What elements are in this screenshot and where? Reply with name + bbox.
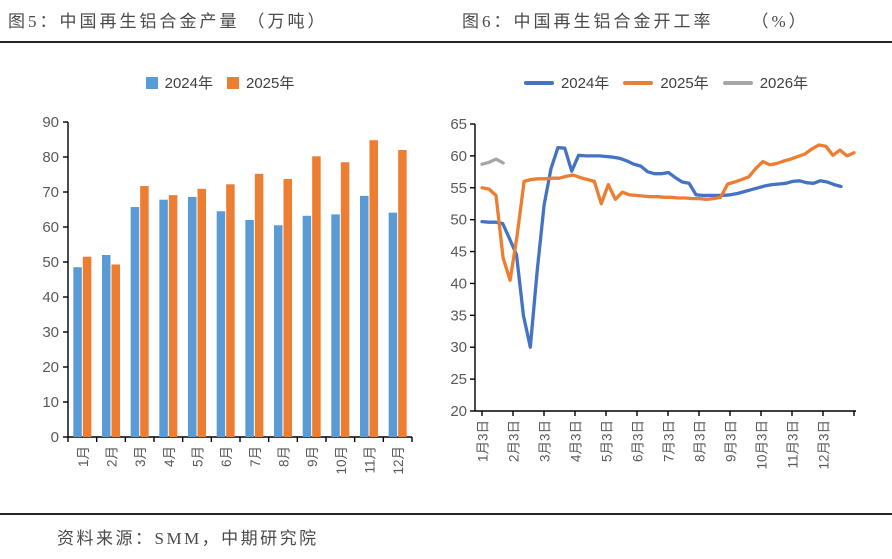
svg-text:8月: 8月	[277, 446, 292, 467]
svg-text:1月3日: 1月3日	[476, 420, 491, 462]
fig6-x-axis-labels: 1月3日 2月3日 3月3日 4月3日 5月3日 6月3日 7月3日 8月3日 9月3日 10月3…	[476, 420, 832, 470]
fig6-title: 图6：中国再生铝合金开工率 （%）	[462, 7, 809, 32]
fig6-legend-label-2026: 2026年	[759, 75, 809, 92]
svg-text:4月3日: 4月3日	[569, 420, 584, 462]
svg-text:5月: 5月	[191, 446, 206, 467]
svg-text:65: 65	[450, 116, 467, 133]
svg-text:7月: 7月	[248, 446, 263, 467]
svg-text:6月: 6月	[219, 446, 234, 467]
svg-text:50: 50	[42, 254, 59, 271]
fig6-legend-item-2025: 2025年	[623, 72, 709, 93]
svg-text:2月3日: 2月3日	[507, 420, 522, 462]
fig5-bar-chart-svg: 0 10 20 30 40 50 60 70 80 90 1月 2月 3月 4月 5月 6月 7月 8月 9月 10月…	[42, 114, 413, 475]
svg-text:25: 25	[450, 371, 467, 388]
fig5-bar-chart: 0 10 20 30 40 50 60 70 80 90 1月 2月 3月 4月 5月 6月 7月 8月 9月 10月…	[0, 60, 440, 510]
svg-text:10月: 10月	[334, 446, 349, 475]
fig6-legend-label-2025: 2025年	[660, 75, 709, 92]
svg-text:80: 80	[42, 149, 59, 166]
fig5-legend-item-2025: 2025年	[227, 72, 294, 93]
fig5-unit: （万吨）	[247, 12, 328, 31]
svg-text:9月: 9月	[305, 446, 320, 467]
fig5-title: 图5：中国再生铝合金产量 （万吨）	[8, 7, 328, 32]
fig6-legend-item-2024: 2024年	[523, 72, 610, 93]
fig5-y-axis-labels: 0 10 20 30 40 50 60 70 80 90	[42, 114, 59, 446]
svg-text:20: 20	[42, 359, 59, 376]
fig6-legend-item-2026: 2026年	[722, 72, 809, 93]
fig5-legend-item-2024: 2024年	[145, 72, 213, 93]
svg-text:11月3日: 11月3日	[786, 420, 801, 469]
fig5-legend-label-2025: 2025年	[246, 75, 295, 92]
svg-text:45: 45	[450, 244, 467, 261]
svg-text:5月3日: 5月3日	[600, 420, 615, 462]
fig5-legend-label-2024: 2024年	[164, 75, 213, 92]
fig5-legend-swatch-2024	[145, 76, 158, 89]
svg-text:35: 35	[450, 307, 467, 324]
fig5-legend: 2024年 2025年	[0, 72, 440, 93]
svg-text:0: 0	[51, 429, 59, 446]
fig5-bar-series-2024年	[73, 195, 398, 437]
fig6-title-text: 图6：中国再生铝合金开工率	[462, 12, 714, 31]
svg-text:4月: 4月	[162, 446, 177, 467]
svg-text:6月3日: 6月3日	[631, 420, 646, 462]
header-divider	[0, 41, 892, 43]
fig6-legend-label-2024: 2024年	[560, 75, 610, 92]
fig5-x-axis-labels: 1月 2月 3月 4月 5月 6月 7月 8月 9月 10月 11月 12月	[76, 446, 406, 475]
svg-text:3月: 3月	[133, 446, 148, 467]
fig6-unit: （%）	[751, 12, 809, 31]
svg-text:12月: 12月	[391, 446, 406, 475]
svg-text:8月3日: 8月3日	[693, 420, 708, 462]
fig5-legend-swatch-2025	[227, 76, 239, 89]
svg-text:60: 60	[450, 148, 467, 165]
svg-text:12月3日: 12月3日	[817, 420, 832, 470]
svg-text:10: 10	[42, 394, 59, 411]
fig6-line-chart: 20 25 30 35 40 45 50 55 60 65 1月3日 2月3日 3月3日 4月3日 5月3日…	[440, 60, 892, 510]
fig5-title-text: 图5：中国再生铝合金产量	[8, 12, 240, 31]
svg-text:7月3日: 7月3日	[662, 420, 677, 462]
svg-text:30: 30	[42, 324, 59, 341]
svg-text:30: 30	[450, 339, 467, 356]
svg-text:10月3日: 10月3日	[755, 420, 770, 470]
svg-text:1月: 1月	[76, 446, 91, 467]
fig6-line-series-2024年	[480, 145, 843, 349]
fig6-line-series-2025年	[480, 143, 856, 282]
svg-text:40: 40	[42, 289, 59, 306]
svg-text:70: 70	[42, 184, 59, 201]
fig5-bar-series-2025年	[82, 140, 407, 438]
fig5-y-axis	[63, 121, 69, 438]
fig6-line-chart-svg: 20 25 30 35 40 45 50 55 60 65 1月3日 2月3日 3月3日 4月3日 5月3日…	[450, 116, 856, 470]
fig5-x-axis	[67, 436, 413, 442]
svg-text:40: 40	[450, 275, 467, 292]
svg-text:55: 55	[450, 180, 467, 197]
svg-text:3月3日: 3月3日	[538, 420, 553, 462]
svg-text:2月: 2月	[105, 446, 120, 467]
fig6-x-axis	[475, 410, 856, 416]
fig6-legend: 2024年 2025年 2026年	[440, 72, 892, 93]
fig6-legend-swatch-2024	[523, 80, 554, 85]
svg-text:11月: 11月	[363, 446, 378, 474]
svg-text:20: 20	[450, 403, 467, 420]
svg-text:9月3日: 9月3日	[724, 420, 739, 462]
fig6-y-axis	[470, 123, 476, 412]
svg-text:60: 60	[42, 219, 59, 236]
fig6-legend-swatch-2025	[623, 80, 654, 85]
source-note: 资料来源：SMM，中期研究院	[57, 529, 319, 548]
fig6-line-series-2026年	[480, 157, 505, 166]
footer-divider	[0, 513, 892, 515]
svg-text:50: 50	[450, 212, 467, 229]
svg-text:90: 90	[42, 114, 59, 131]
fig6-legend-swatch-2026	[722, 80, 753, 85]
fig6-y-axis-labels: 20 25 30 35 40 45 50 55 60 65	[450, 116, 467, 420]
